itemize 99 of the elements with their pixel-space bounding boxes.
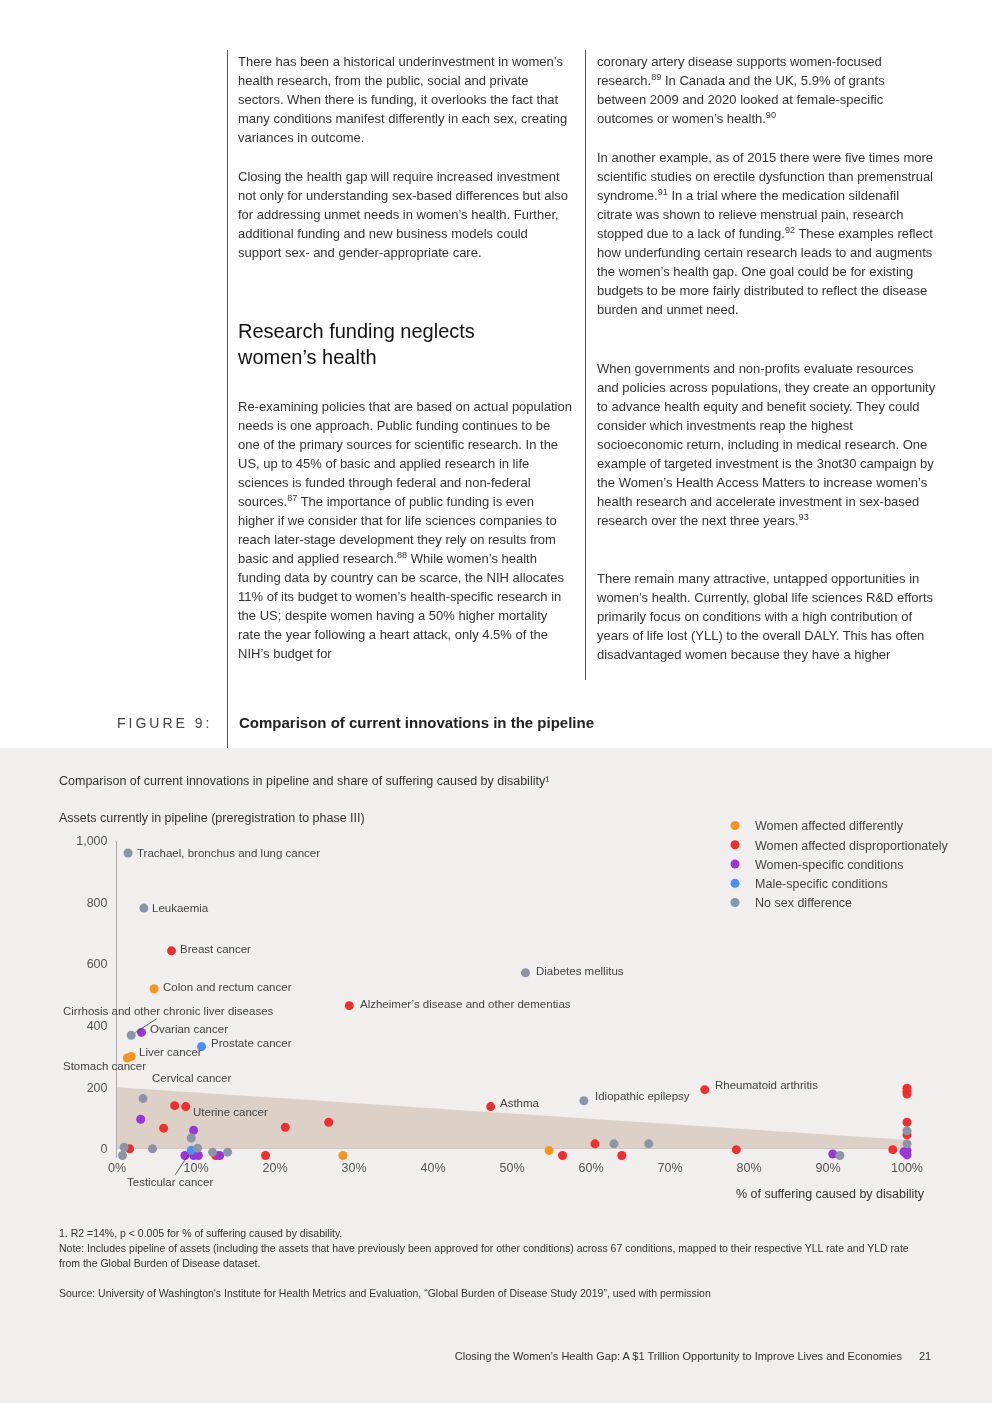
point <box>544 1146 554 1156</box>
y-axis-title: Assets currently in pipeline (preregistration to phase III) <box>59 811 365 825</box>
point <box>122 1053 132 1063</box>
text: When governments and non-profits evaluate resources and policies across populations, they create an opportunity to advance health equity and benefit society. They could consider which investments reap the highest socioeconomic return, including in medical research. One example of targeted investment is the 3not30 campaign by the Women’s Health Access Matters to increase women’s health research and accelerate investment in sex-based research over the next three years.$^{93}$ <box>597 361 936 528</box>
legend-label: Male-specific conditions <box>755 877 888 892</box>
text: Note: Includes pipeline of assets (including the assets that have previously been approved for other conditions) across 67 conditions, mapped to their respective YLL rate and YLD rate from the Global Burden of Disease dataset. <box>59 1241 910 1271</box>
point <box>118 1151 128 1161</box>
legend-label: Women-specific conditions <box>755 857 904 872</box>
y-tick-label: 1,000 <box>76 834 108 849</box>
x-tick-label: 90% <box>815 1160 841 1175</box>
point <box>123 848 133 858</box>
point <box>139 903 149 913</box>
point <box>486 1102 496 1112</box>
point <box>193 1143 203 1153</box>
annotation: Breast cancer <box>180 943 252 955</box>
point <box>159 1123 169 1133</box>
point <box>590 1139 600 1149</box>
text: Research funding neglects women’s health <box>238 319 476 370</box>
y-tick-label: 800 <box>86 895 108 910</box>
x-tick-label: 80% <box>736 1160 762 1175</box>
annotation: Prostate cancer <box>211 1037 292 1049</box>
annotation: Uterine cancer <box>193 1106 268 1118</box>
x-axis-title: % of suffering caused by disability <box>735 1187 924 1201</box>
point <box>149 984 159 994</box>
annotation: Diabetes mellitus <box>536 965 624 977</box>
point <box>280 1122 290 1132</box>
x-tick-label: 0% <box>107 1160 127 1175</box>
text: 1. R2 =14%, p < 0.005 for % of suffering caused by disability. <box>59 1226 344 1241</box>
y-tick-label: 200 <box>86 1080 108 1095</box>
point <box>520 968 530 978</box>
point <box>902 1139 912 1149</box>
point <box>148 1144 158 1154</box>
legend-label: Women affected differently <box>755 819 904 834</box>
y-tick-label: 0 <box>100 1142 108 1157</box>
annotation: Trachael, bronchus and lung cancer <box>137 847 321 859</box>
point <box>344 1001 354 1011</box>
point <box>558 1151 568 1161</box>
x-tick-label: 60% <box>578 1160 604 1175</box>
point <box>731 1145 741 1155</box>
point <box>197 1042 207 1052</box>
x-tick-label: 50% <box>499 1160 525 1175</box>
point <box>167 946 177 956</box>
point <box>902 1126 912 1136</box>
annotation: Leukaemia <box>152 902 209 914</box>
x-tick-label: 40% <box>420 1160 446 1175</box>
point <box>223 1147 233 1157</box>
annotation: Stomach cancer <box>63 1060 147 1072</box>
y-tick-label: 400 <box>86 1019 108 1034</box>
point <box>835 1151 845 1161</box>
source-note: Source: University of Washington's Institute for Health Metrics and Evaluation, “Global Burden of Disease Study 2019”, used with permission <box>59 1286 712 1301</box>
point <box>579 1096 589 1106</box>
point <box>324 1117 334 1127</box>
annotation: Cirrhosis and other chronic liver diseases <box>63 1005 274 1017</box>
annotation: Testicular cancer <box>127 1176 214 1188</box>
annotation: Liver cancer <box>139 1046 202 1058</box>
point <box>700 1085 710 1095</box>
annotation: Ovarian cancer <box>150 1023 229 1035</box>
point <box>119 1142 129 1152</box>
x-tick-label: 70% <box>657 1160 683 1175</box>
text: There has been a historical underinvestment in women’s health research, from the public, social and private sectors. When there is funding, it overlooks the fact that many conditions manifest differently in each sex, creating variances in outcome. <box>238 53 569 147</box>
annotation: Asthma <box>500 1097 540 1109</box>
caption: FIGURE 9: <box>117 714 213 733</box>
point <box>902 1117 912 1127</box>
text: 21 <box>919 1349 932 1364</box>
point <box>888 1145 898 1155</box>
point <box>170 1101 180 1111</box>
point <box>338 1151 348 1161</box>
annotation: Idiopathic epilepsy <box>595 1090 690 1102</box>
annotation: Cervical cancer <box>152 1071 232 1086</box>
text: Re-examining policies that are based on actual population needs is one approach. Public funding continues to be one of the primary sources for scientific research. In the US, up to 45% of basic and applied research in life sciences is funded through federal and non-federal sources.$^{87}$ The importance of public funding is even higher if we consider that for life sciences companies to reach later-stage development they rely on results from basic and applied research.$^{88}$ While women’s health funding data by country can be scarce, the NIH allocates 11% of its budget to women’s health-specific research in the US; despite women having a 50% higher mortality rate the year following a heart attack, only 4.5% of the NIH’s budget for <box>238 399 572 661</box>
text: Closing the Women’s Health Gap: A $1 Trillion Opportunity to Improve Lives and Economies <box>454 1349 902 1364</box>
point <box>186 1133 196 1143</box>
point <box>644 1139 654 1149</box>
point <box>136 1114 146 1124</box>
text: coronary artery disease supports women-focused research.$^{89}$ In Canada and the UK, 5.9% of grants between 2009 and 2020 looked at female-specific outcomes or women’s health.$^{90}$ <box>597 53 886 128</box>
annotation: Rheumatoid arthritis <box>715 1079 819 1091</box>
legend-label: No sex difference <box>755 896 853 911</box>
point <box>261 1151 271 1161</box>
x-tick-label: 10% <box>183 1160 209 1175</box>
text: Closing the health gap will require increased investment not only for understanding sex-based differences but also for addressing unmet needs in women’s health. Further, additional funding and new business models could support sex- and gender-appropriate care. <box>238 168 570 262</box>
point <box>126 1030 136 1040</box>
point <box>138 1094 148 1104</box>
x-tick-label: 20% <box>262 1160 288 1175</box>
point <box>617 1151 627 1161</box>
point <box>215 1151 225 1161</box>
point <box>609 1139 619 1149</box>
x-tick-label: 30% <box>341 1160 367 1175</box>
legend-label: Women affected disproportionately <box>755 838 949 853</box>
text: There remain many attractive, untapped opportunities in women’s health. Currently, global life sciences R&D efforts primarily focus on conditions with a high contribution of years of life lost (YLL) to the overall DALY. This has often disadvantaged women because they have a higher <box>597 570 934 664</box>
chart-subtitle: Comparison of current innovations in pipeline and share of suffering caused by disability¹ <box>59 774 550 788</box>
point <box>189 1125 199 1135</box>
x-tick-label: 100% <box>891 1160 923 1175</box>
chart-title: Comparison of current innovations in the pipeline <box>239 714 595 731</box>
text: In another example, as of 2015 there were five times more scientific studies on erectile dysfunction than premenstrual syndrome.$^{91}$ In a trial where the medication sildenafil citrate was shown to relieve menstrual pain, research stopped due to a lack of funding.$^{92}$ These examples reflect how underfunding certain research leads to and augments the women’s health gap. One goal could be for existing budgets to be more fairly distributed to reflect the disease burden and unmet need. <box>597 150 934 317</box>
point <box>181 1102 191 1112</box>
annotation: Alzheimer’s disease and other dementias <box>360 998 571 1010</box>
annotation: Colon and rectum cancer <box>163 981 292 993</box>
y-tick-label: 600 <box>86 957 108 972</box>
point <box>208 1147 218 1157</box>
